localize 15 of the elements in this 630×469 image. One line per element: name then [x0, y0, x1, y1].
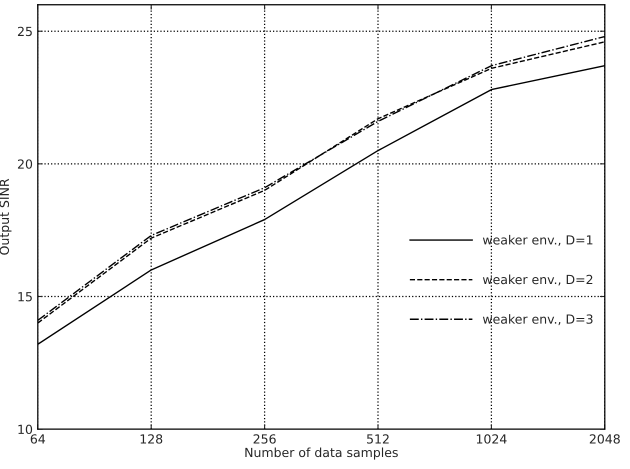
y-tick-label: 15: [18, 292, 32, 302]
x-tick-label: 1024: [476, 434, 507, 444]
y-tick-label: 10: [18, 424, 32, 434]
x-tick-label: 512: [367, 434, 389, 444]
x-tick-label: 64: [30, 434, 46, 444]
x-tick-label: 128: [140, 434, 162, 444]
legend-label: weaker env., D=1: [482, 234, 592, 246]
x-axis-title: Number of data samples: [245, 447, 398, 460]
y-tick-label: 20: [18, 159, 32, 169]
x-tick-label: 2048: [590, 434, 620, 444]
y-axis-title: Output SINR: [0, 178, 12, 255]
legend-label: weaker env., D=2: [482, 274, 592, 286]
x-tick-label: 256: [254, 434, 276, 444]
legend-label: weaker env., D=3: [482, 314, 593, 326]
y-tick-label: 25: [18, 26, 32, 36]
